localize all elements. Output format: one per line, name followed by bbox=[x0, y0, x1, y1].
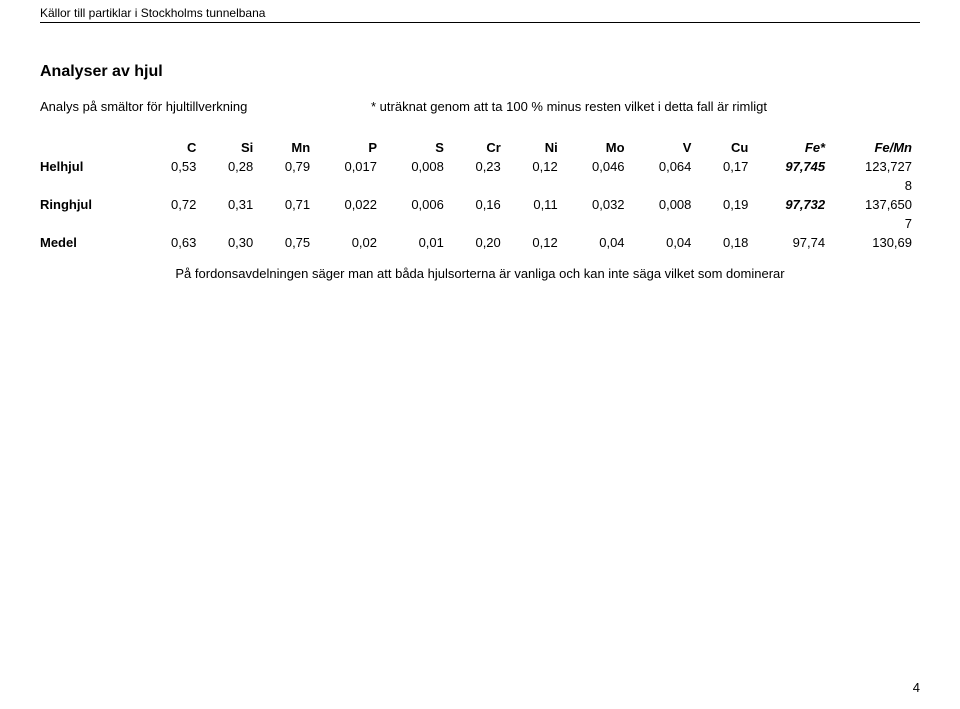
cell: 0,18 bbox=[699, 233, 756, 252]
cell: 0,006 bbox=[385, 195, 452, 214]
col-femn: Fe/Mn bbox=[833, 138, 920, 157]
cell: 0,30 bbox=[204, 233, 261, 252]
col-cr: Cr bbox=[452, 138, 509, 157]
col-c: C bbox=[147, 138, 204, 157]
cell: 0,75 bbox=[261, 233, 318, 252]
cell-femn-extra: 7 bbox=[833, 214, 920, 233]
cell: 0,022 bbox=[318, 195, 385, 214]
cell: 0,046 bbox=[566, 157, 633, 176]
cell: 0,11 bbox=[509, 195, 566, 214]
cell: 0,032 bbox=[566, 195, 633, 214]
cell-femn: 137,650 bbox=[833, 195, 920, 214]
cell: 0,63 bbox=[147, 233, 204, 252]
cell: 0,12 bbox=[509, 157, 566, 176]
row-label: Ringhjul bbox=[40, 195, 147, 214]
cell: 0,02 bbox=[318, 233, 385, 252]
page-title: Analyser av hjul bbox=[40, 63, 920, 81]
table-row: Ringhjul 0,72 0,31 0,71 0,022 0,006 0,16… bbox=[40, 195, 920, 214]
row-label: Medel bbox=[40, 233, 147, 252]
col-mn: Mn bbox=[261, 138, 318, 157]
col-mo: Mo bbox=[566, 138, 633, 157]
table-row-extra: 7 bbox=[40, 214, 920, 233]
cell: 0,01 bbox=[385, 233, 452, 252]
cell-fe: 97,74 bbox=[756, 233, 833, 252]
cell: 0,04 bbox=[566, 233, 633, 252]
col-cu: Cu bbox=[699, 138, 756, 157]
cell-femn-extra: 8 bbox=[833, 176, 920, 195]
row-label: Helhjul bbox=[40, 157, 147, 176]
cell-femn: 130,69 bbox=[833, 233, 920, 252]
cell: 0,008 bbox=[385, 157, 452, 176]
note-right: * uträknat genom att ta 100 % minus rest… bbox=[371, 99, 767, 114]
cell: 0,79 bbox=[261, 157, 318, 176]
cell-femn: 123,727 bbox=[833, 157, 920, 176]
cell: 0,28 bbox=[204, 157, 261, 176]
table-row: Helhjul 0,53 0,28 0,79 0,017 0,008 0,23 … bbox=[40, 157, 920, 176]
cell: 0,71 bbox=[261, 195, 318, 214]
col-si: Si bbox=[204, 138, 261, 157]
cell: 0,16 bbox=[452, 195, 509, 214]
cell: 0,23 bbox=[452, 157, 509, 176]
data-table: C Si Mn P S Cr Ni Mo V Cu Fe* Fe/Mn Helh… bbox=[40, 138, 920, 252]
cell-fe: 97,745 bbox=[756, 157, 833, 176]
cell: 0,12 bbox=[509, 233, 566, 252]
note-left: Analys på smältor för hjultillverkning bbox=[40, 99, 247, 114]
note-row: Analys på smältor för hjultillverkning *… bbox=[40, 99, 920, 114]
col-blank bbox=[40, 138, 147, 157]
cell: 0,064 bbox=[633, 157, 700, 176]
cell: 0,17 bbox=[699, 157, 756, 176]
table-header-row: C Si Mn P S Cr Ni Mo V Cu Fe* Fe/Mn bbox=[40, 138, 920, 157]
cell: 0,008 bbox=[633, 195, 700, 214]
cell: 0,017 bbox=[318, 157, 385, 176]
cell-fe: 97,732 bbox=[756, 195, 833, 214]
col-v: V bbox=[633, 138, 700, 157]
col-fe: Fe* bbox=[756, 138, 833, 157]
col-ni: Ni bbox=[509, 138, 566, 157]
cell: 0,04 bbox=[633, 233, 700, 252]
table-summary-row: Medel 0,63 0,30 0,75 0,02 0,01 0,20 0,12… bbox=[40, 233, 920, 252]
page-number: 4 bbox=[913, 680, 920, 695]
cell: 0,53 bbox=[147, 157, 204, 176]
cell: 0,20 bbox=[452, 233, 509, 252]
table-row-extra: 8 bbox=[40, 176, 920, 195]
cell: 0,19 bbox=[699, 195, 756, 214]
cell: 0,72 bbox=[147, 195, 204, 214]
col-p: P bbox=[318, 138, 385, 157]
cell: 0,31 bbox=[204, 195, 261, 214]
running-header: Källor till partiklar i Stockholms tunne… bbox=[40, 0, 920, 23]
col-s: S bbox=[385, 138, 452, 157]
table-caption: På fordonsavdelningen säger man att båda… bbox=[40, 266, 920, 281]
